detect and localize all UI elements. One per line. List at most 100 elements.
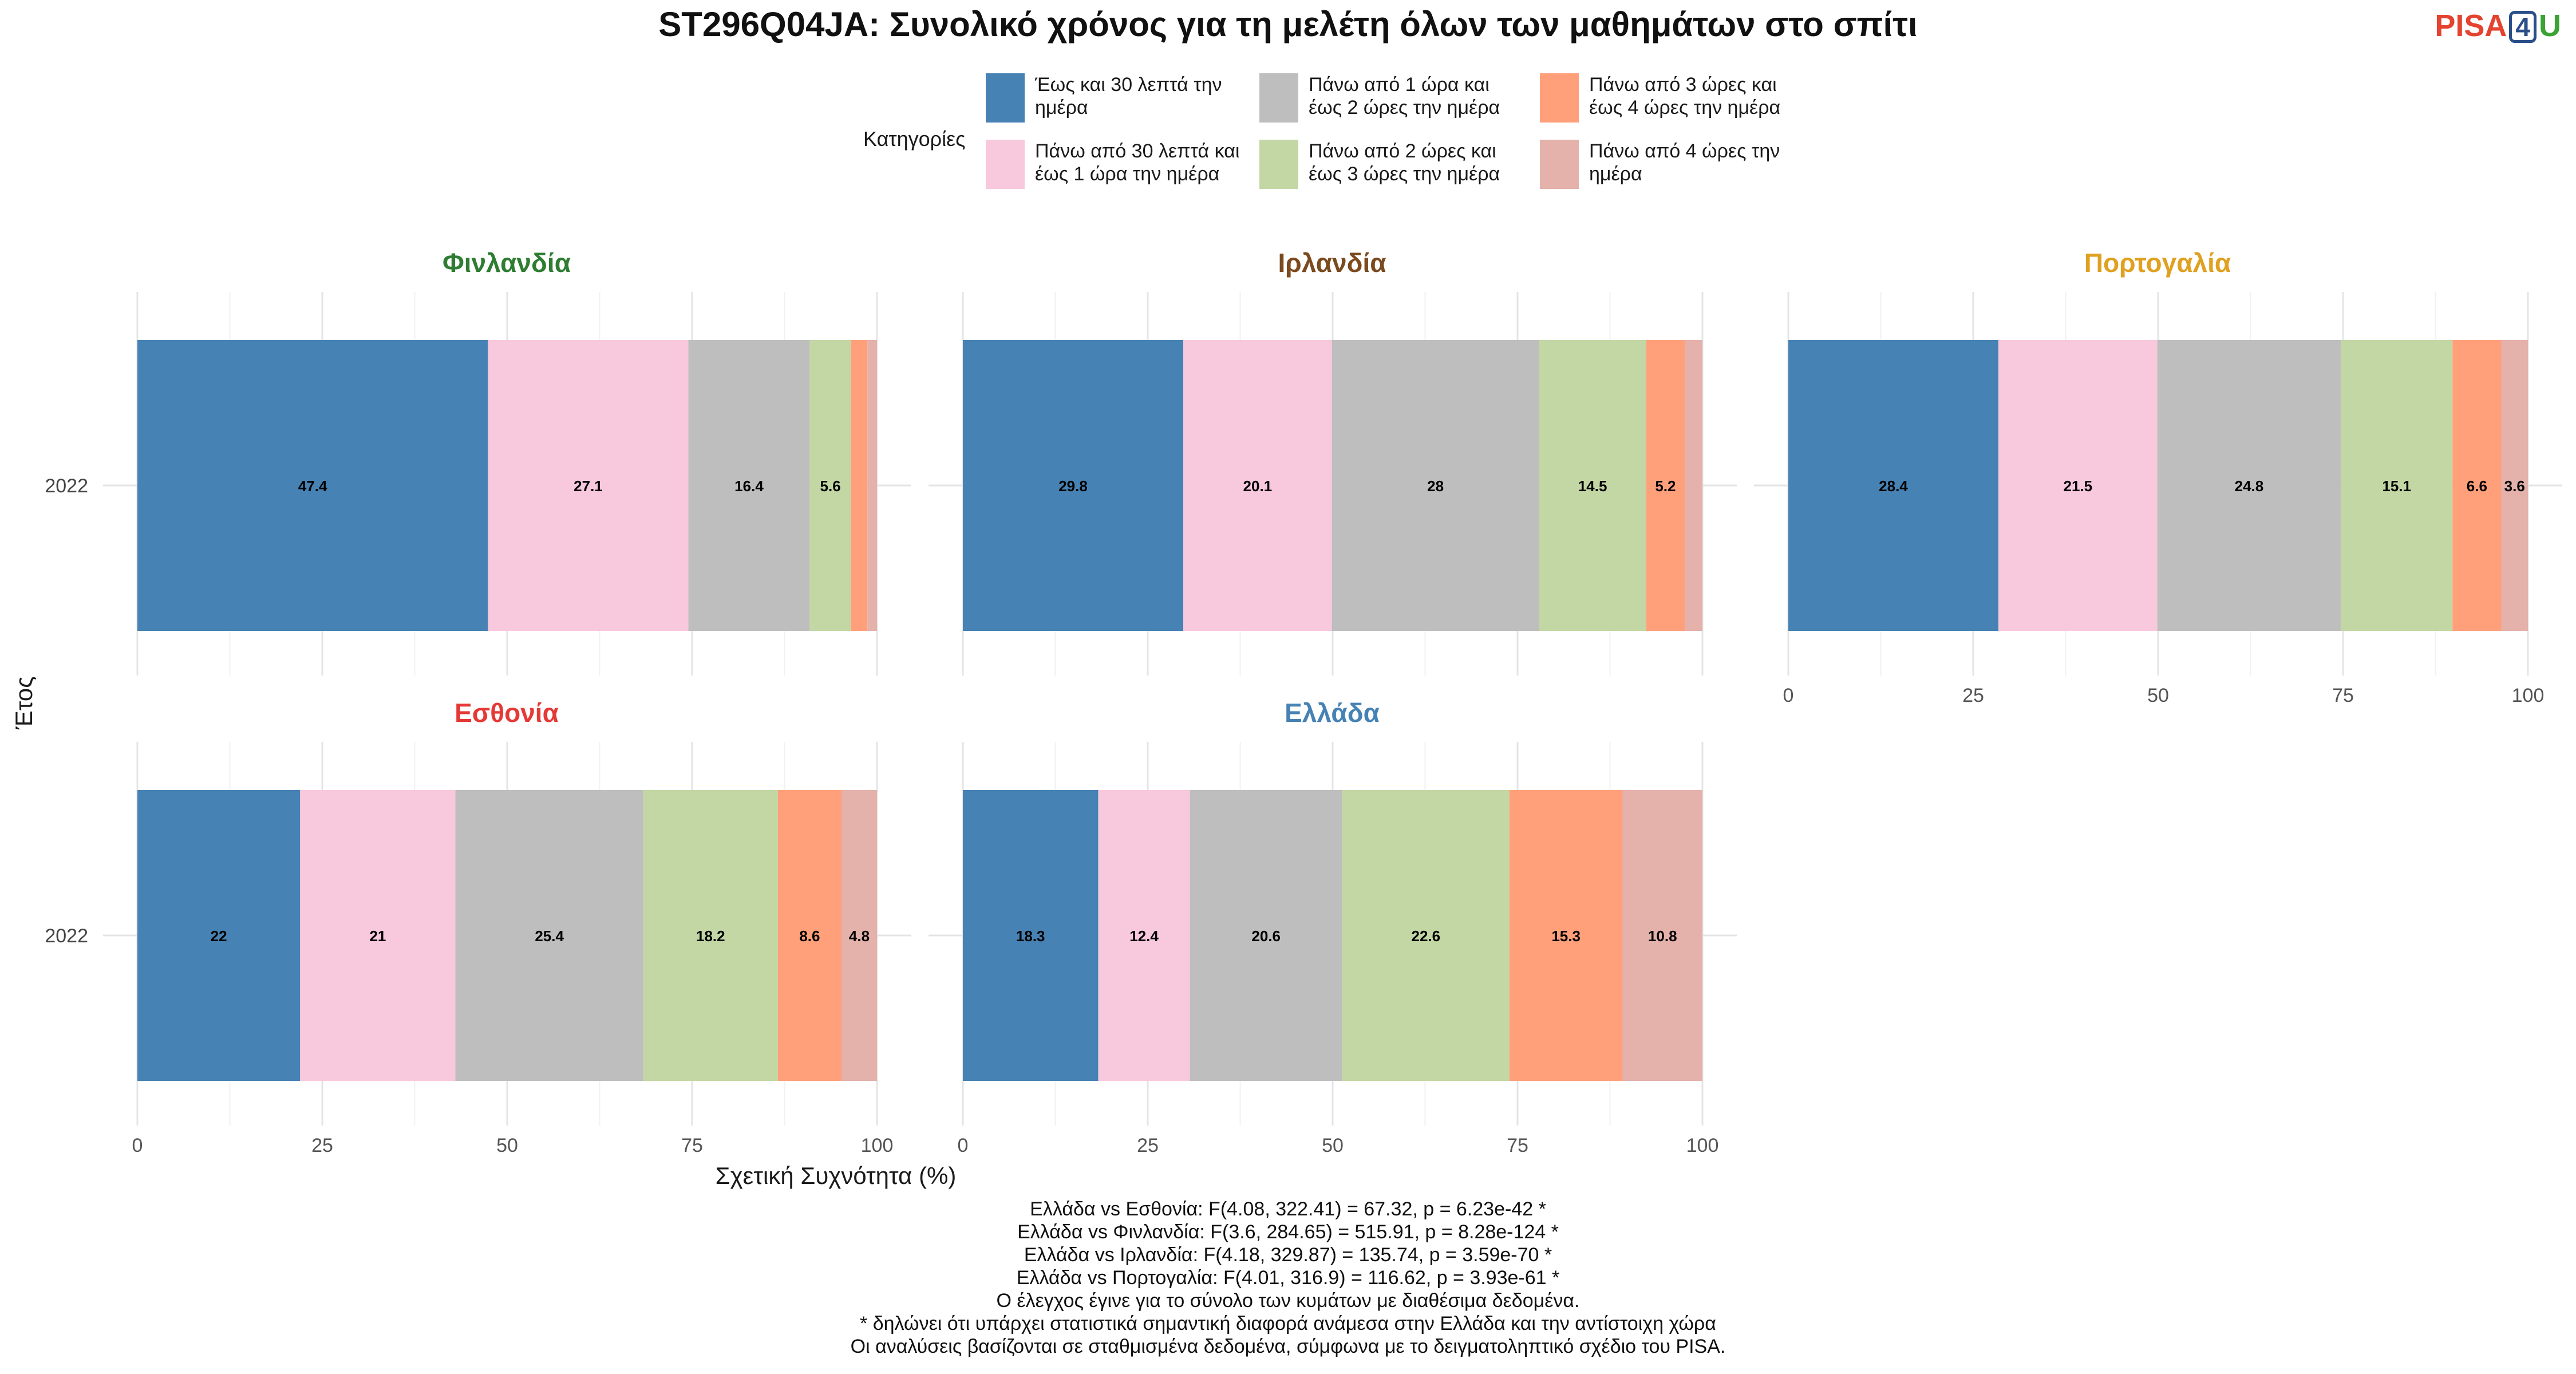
panel-title-finland: Φινλανδία [442, 248, 571, 278]
x-tick-label: 75 [681, 1135, 703, 1156]
legend-label-2: Πάνω από 1 ώρα και έως 2 ώρες την ημέρα [1309, 74, 1500, 119]
data-label: 18.3 [1016, 927, 1045, 945]
legend-label-4: Πάνω από 3 ώρες και έως 4 ώρες την ημέρα [1589, 74, 1781, 119]
data-label: 12.4 [1129, 927, 1159, 945]
data-label: 22 [211, 927, 227, 945]
legend-title: Κατηγορίες [863, 127, 966, 151]
data-label: 14.5 [1578, 477, 1607, 495]
bar-segment [300, 790, 456, 1081]
x-axis-title: Σχετική Συχνότητα (%) [715, 1162, 957, 1189]
data-label: 5.6 [820, 477, 841, 495]
bar-segment [867, 340, 877, 631]
statistical-notes: Ελλάδα vs Εσθονία: F(4.08, 322.41) = 67.… [0, 1198, 2576, 1358]
y-tick-label: 2022 [45, 925, 88, 947]
x-tick-label: 0 [1783, 685, 1794, 706]
panel-title-estonia: Εσθονία [455, 698, 559, 728]
note-line: Ελλάδα vs Πορτογαλία: F(4.01, 316.9) = 1… [1016, 1267, 1560, 1289]
bar-segment [1183, 340, 1332, 631]
panel-title-greece: Ελλάδα [1285, 698, 1380, 728]
x-tick-label: 50 [496, 1135, 518, 1156]
bar-segment [2157, 340, 2341, 631]
bar-segment [488, 340, 689, 631]
data-label: 28.4 [1879, 477, 1908, 495]
data-label: 15.1 [2382, 477, 2411, 495]
x-tick-label: 100 [1686, 1135, 1719, 1156]
bar-segment [841, 790, 877, 1081]
bar-segment [1646, 340, 1685, 631]
data-label: 10.8 [1648, 927, 1677, 945]
x-tick-label: 0 [132, 1135, 143, 1156]
data-label: 15.3 [1551, 927, 1581, 945]
bar-segment [809, 340, 851, 631]
bar-segment [1622, 790, 1702, 1081]
bar-segment [1190, 790, 1342, 1081]
legend-label-1: Πάνω από 30 λεπτά και έως 1 ώρα την ημέρ… [1035, 140, 1240, 185]
bar-segment [2501, 340, 2528, 631]
x-tick-label: 75 [1507, 1135, 1528, 1156]
bar-segment [137, 340, 488, 631]
legend-swatch-4 [1540, 73, 1579, 123]
x-tick-label: 50 [2147, 685, 2169, 706]
bar-segment [777, 790, 841, 1081]
bar-segment [2452, 340, 2502, 631]
panel-title-ireland: Ιρλανδία [1278, 248, 1386, 278]
x-tick-label: 100 [861, 1135, 894, 1156]
legend-item-2: Πάνω από 1 ώρα και έως 2 ώρες την ημέρα [1259, 73, 1515, 123]
data-label: 21 [369, 927, 386, 945]
note-line: Ελλάδα vs Ιρλανδία: F(4.18, 329.87) = 13… [1024, 1244, 1552, 1266]
data-label: 3.6 [2504, 477, 2525, 495]
x-tick-label: 25 [1962, 685, 1984, 706]
legend-label-3: Πάνω από 2 ώρες και έως 3 ώρες την ημέρα [1309, 140, 1500, 185]
note-line: * δηλώνει ότι υπάρχει στατιστικά σημαντι… [860, 1313, 1716, 1334]
data-label: 21.5 [2064, 477, 2093, 495]
data-label: 8.6 [799, 927, 820, 945]
bar-segment [1539, 340, 1646, 631]
legend-label-5: Πάνω από 4 ώρες την ημέρα [1589, 140, 1780, 185]
bar-segment [1788, 340, 1998, 631]
legend-item-4: Πάνω από 3 ώρες και έως 4 ώρες την ημέρα [1540, 73, 1795, 123]
pisa4u-logo: PISA 4 U [2435, 9, 2561, 43]
x-tick-label: 25 [1137, 1135, 1159, 1156]
panel-title-portugal: Πορτογαλία [2084, 248, 2231, 278]
data-label: 29.8 [1058, 477, 1088, 495]
x-tick-label: 50 [1322, 1135, 1344, 1156]
data-label: 16.4 [734, 477, 764, 495]
bar-segment [643, 790, 778, 1081]
bar-segment [851, 340, 868, 631]
bar-segment [963, 790, 1099, 1081]
data-label: 18.2 [696, 927, 725, 945]
legend-swatch-3 [1259, 140, 1298, 189]
bar-segment [1998, 340, 2158, 631]
x-tick-label: 0 [958, 1135, 969, 1156]
data-label: 47.4 [298, 477, 327, 495]
x-tick-label: 25 [311, 1135, 333, 1156]
legend-item-5: Πάνω από 4 ώρες την ημέρα [1540, 140, 1795, 189]
legend-label-0: Έως και 30 λεπτά την ημέρα [1035, 74, 1222, 119]
bar-segment [1332, 340, 1539, 631]
bar-segment [1509, 790, 1623, 1081]
data-label: 24.8 [2235, 477, 2264, 495]
bar-segment [2341, 340, 2453, 631]
bar-segment [1098, 790, 1190, 1081]
note-line: Οι αναλύσεις βασίζονται σε σταθμισμένα δ… [850, 1336, 1726, 1357]
data-label: 25.4 [535, 927, 564, 945]
legend-item-1: Πάνω από 30 λεπτά και έως 1 ώρα την ημέρ… [986, 140, 1241, 189]
note-line: Ο έλεγχος έγινε για το σύνολο των κυμάτω… [996, 1290, 1580, 1312]
bar-segment [1342, 790, 1510, 1081]
data-label: 6.6 [2467, 477, 2487, 495]
y-tick-label: 2022 [45, 475, 88, 497]
bar-segment [688, 340, 810, 631]
data-label: 22.6 [1411, 927, 1440, 945]
y-axis-title: Έτος [10, 676, 37, 729]
x-tick-label: 75 [2332, 685, 2354, 706]
data-label: 5.2 [1655, 477, 1676, 495]
data-label: 27.1 [574, 477, 603, 495]
note-line: Ελλάδα vs Εσθονία: F(4.08, 322.41) = 67.… [1030, 1198, 1546, 1220]
data-label: 20.6 [1251, 927, 1281, 945]
bar-segment [1684, 340, 1702, 631]
x-tick-label: 100 [2512, 685, 2545, 706]
legend-swatch-0 [986, 73, 1025, 123]
legend-swatch-1 [986, 140, 1025, 189]
bar-segment [963, 340, 1184, 631]
